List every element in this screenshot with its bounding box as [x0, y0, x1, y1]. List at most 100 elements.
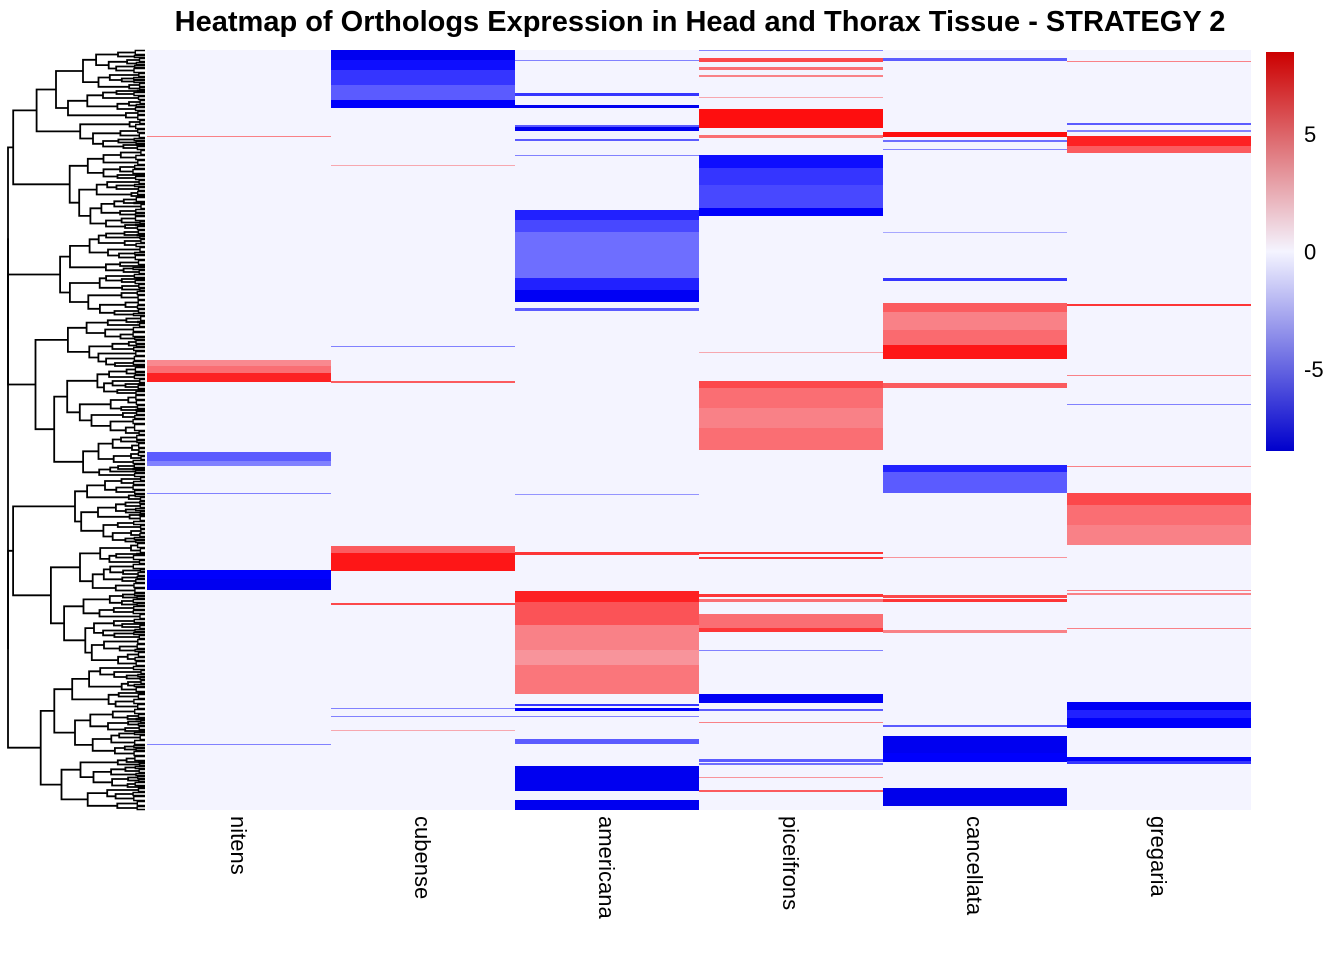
heatmap-cell-gregaria [1067, 761, 1251, 764]
dendrogram-branch [132, 331, 145, 338]
dendrogram-branch [136, 194, 145, 198]
dendrogram-branch [55, 70, 83, 109]
dendrogram-branch [110, 734, 135, 744]
dendrogram-branch [132, 467, 145, 471]
dendrogram-branch [134, 164, 145, 170]
dendrogram-branch [135, 208, 145, 214]
heatmap-cell-nitens [147, 136, 331, 137]
heatmap-cell-gregaria [1067, 710, 1251, 718]
heatmap-cell-americana [515, 766, 699, 791]
dendrogram-branch [79, 552, 101, 583]
heatmap-cell-piceifrons [699, 75, 883, 77]
heatmap-cell-piceifrons [699, 208, 883, 216]
heatmap-cell-piceifrons [699, 790, 883, 792]
dendrogram-branch [133, 346, 145, 352]
dendrogram-branch [125, 112, 138, 119]
dendrogram-branch [135, 343, 145, 348]
dendrogram-branch [138, 72, 145, 78]
heatmap-cell-gregaria [1067, 593, 1251, 595]
dendrogram-branch [138, 729, 145, 733]
heatmap-cell-piceifrons [699, 135, 883, 138]
dendrogram-branch [139, 524, 145, 530]
dendrogram-branch [118, 645, 138, 652]
dendrogram-branch [134, 628, 145, 633]
dendrogram-branch [139, 220, 145, 225]
dendrogram-branch [134, 708, 145, 715]
dendrogram-branch [121, 285, 140, 291]
dendrogram-branch [134, 765, 145, 770]
dendrogram-branch [140, 719, 145, 724]
heatmap-cell-nitens [147, 570, 331, 579]
heatmap-cell-cancellata [883, 149, 1067, 150]
heatmap-cell-cubense [331, 730, 515, 731]
dendrogram-branch [133, 731, 145, 736]
dendrogram-branch [136, 552, 145, 556]
heatmap-cell-gregaria [1067, 130, 1251, 132]
heatmap-cell-piceifrons [699, 552, 883, 554]
dendrogram-branch [132, 459, 145, 465]
heatmap-cell-cancellata [883, 345, 1067, 359]
dendrogram-branch [137, 308, 145, 314]
heatmap-cell-piceifrons [699, 777, 883, 778]
heatmap-cell-americana [515, 494, 699, 495]
heatmap-cell-americana [515, 625, 699, 650]
dendrogram-branch [103, 640, 138, 650]
heatmap-cell-americana [515, 232, 699, 278]
dendrogram-branch [137, 299, 145, 306]
dendrogram-branch [138, 778, 145, 783]
dendrogram-branch [135, 123, 145, 130]
dendrogram-branch [139, 734, 145, 741]
dendrogram-branch [134, 336, 145, 341]
dendrogram-branch [137, 775, 145, 780]
dendrogram-branch [117, 692, 140, 698]
heatmap-cell-cancellata [883, 330, 1067, 345]
dendrogram-branch [103, 382, 118, 393]
heatmap-cell-americana [515, 155, 699, 156]
heatmap-cell-gregaria [1067, 466, 1251, 467]
dendrogram-branch [134, 366, 145, 373]
dendrogram-branch [134, 49, 145, 56]
heatmap-cell-cancellata [883, 753, 1067, 762]
dendrogram-branch [69, 245, 106, 269]
heatmap-cell-cubense [331, 716, 515, 717]
dendrogram-branch [116, 802, 138, 809]
dendrogram-branch [138, 283, 145, 289]
heatmap-cell-piceifrons [699, 763, 883, 765]
chart-title: Heatmap of Orthologs Expression in Head … [175, 6, 1226, 38]
heatmap-cell-nitens [147, 373, 331, 382]
heatmap-cell-gregaria [1067, 375, 1251, 376]
dendrogram-branch [119, 210, 136, 216]
heatmap-cell-americana [515, 665, 699, 694]
dendrogram-branch [139, 235, 145, 240]
dendrogram-branch [117, 51, 136, 58]
dendrogram-branch [135, 660, 145, 667]
dendrogram-branch [124, 501, 141, 507]
dendrogram-branch [137, 722, 145, 727]
dendrogram-branch [132, 791, 145, 797]
dendrogram-branch [71, 678, 109, 701]
heatmap-cell-gregaria [1067, 702, 1251, 710]
heatmap-cell-nitens [147, 461, 331, 466]
heatmap-cell-gregaria [1067, 505, 1251, 525]
dendrogram-branch [139, 532, 145, 538]
heatmap-cell-piceifrons [699, 428, 883, 450]
dendrogram-branch [137, 785, 145, 789]
column-label-americana: americana [594, 816, 619, 919]
dendrogram-branch [135, 173, 145, 177]
dendrogram-branch [133, 374, 145, 380]
dendrogram-branch [125, 368, 136, 375]
dendrogram-branch [134, 215, 145, 222]
dendrogram-branch [127, 396, 137, 404]
dendrogram-branch [138, 322, 145, 328]
heatmap-cell-piceifrons [699, 185, 883, 208]
heatmap-cell-americana [515, 708, 699, 711]
dendrogram-branch [138, 57, 145, 63]
dendrogram-branch [134, 371, 145, 376]
heatmap-cell-gregaria [1067, 525, 1251, 545]
dendrogram-branch [134, 469, 145, 474]
heatmap-cell-piceifrons [699, 97, 883, 98]
dendrogram-branch [135, 507, 145, 512]
dendrogram-branch [134, 279, 145, 285]
dendrogram-branch [114, 584, 135, 592]
